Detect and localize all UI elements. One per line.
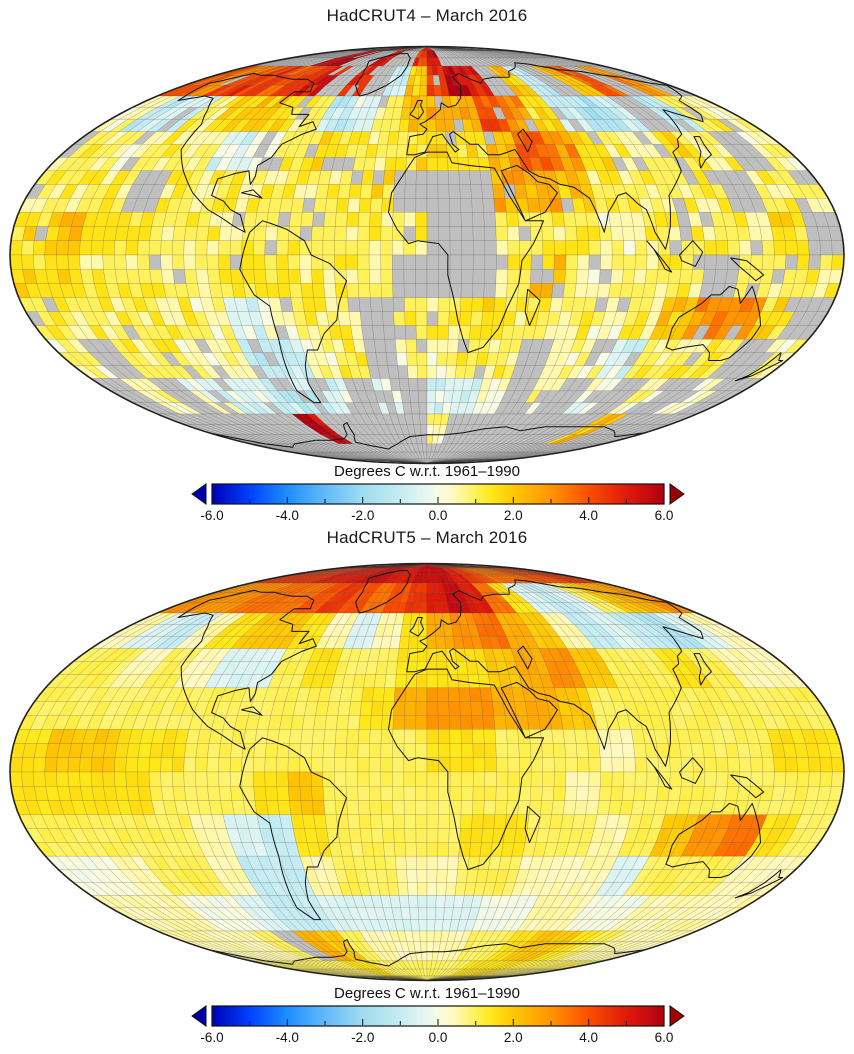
- coastline-madagascar: [524, 805, 541, 844]
- coastline-greenland: [355, 570, 411, 614]
- coastline-africa: [388, 668, 544, 871]
- coastline-cuba: [241, 706, 263, 716]
- coastline-sumatra: [646, 240, 673, 273]
- coastline-new_guinea: [730, 257, 765, 282]
- map-outline: [9, 562, 845, 982]
- coastline-caspian_sea: [517, 128, 533, 153]
- coastline-new_zealand: [734, 869, 784, 899]
- coastline-britain: [409, 617, 425, 637]
- map-hadcrut5: [9, 562, 845, 982]
- map-outline: [9, 45, 845, 465]
- colorbar-1: -6.0 -4.0 -2.0 0.0 2.0 4.0 6.0: [191, 483, 685, 523]
- colorbar-tick-label: 0.0: [429, 1030, 448, 1045]
- coastline-north_america: [177, 589, 317, 750]
- colorbar-tick-label: 4.0: [579, 508, 598, 523]
- colorbar-tick-label: 2.0: [504, 508, 523, 523]
- coastline-north_america: [177, 72, 317, 233]
- cell-layer: [9, 46, 845, 464]
- coastline-sumatra: [646, 757, 673, 790]
- colorbar-arrow-left: [191, 483, 207, 505]
- colorbar-tick-label: -4.0: [276, 508, 299, 523]
- colorbar-tick-label: -2.0: [351, 508, 374, 523]
- colorbar-tick-label: 0.0: [429, 508, 448, 523]
- coastline-antarctica: [209, 422, 645, 450]
- coastline-japan: [693, 653, 712, 686]
- coastline-borneo: [679, 757, 704, 784]
- map-hadcrut4: [9, 45, 845, 465]
- colorbar-label-2: Degrees C w.r.t. 1961–1990: [334, 985, 520, 1002]
- colorbar-arrow-left: [191, 1005, 207, 1027]
- colorbar-2: -6.0 -4.0 -2.0 0.0 2.0 4.0 6.0: [191, 1005, 685, 1045]
- coastline-south_america: [239, 737, 347, 921]
- colorbar-tick-label: 2.0: [504, 1030, 523, 1045]
- coastline-layer: [177, 53, 784, 450]
- colorbar-tick-label: -6.0: [200, 1030, 223, 1045]
- coastline-south_america: [239, 220, 347, 404]
- coastline-japan: [693, 136, 712, 169]
- coastline-cuba: [241, 189, 263, 199]
- colorbar-tick-label: 6.0: [655, 508, 674, 523]
- coastline-antarctica: [209, 939, 645, 967]
- colorbar-tick-label: 4.0: [579, 1030, 598, 1045]
- coastline-australia: [665, 285, 761, 361]
- coastline-new_zealand: [734, 352, 784, 382]
- colorbar-arrow-right: [669, 1005, 685, 1027]
- coastline-arabia: [500, 681, 558, 739]
- colorbar-tick-label: 6.0: [655, 1030, 674, 1045]
- coastline-britain: [409, 100, 425, 120]
- colorbar-tick-label: -2.0: [351, 1030, 374, 1045]
- coastline-africa: [388, 151, 544, 354]
- coastline-europe_asia: [406, 62, 704, 250]
- map-title-hadcrut4: HadCRUT4 – March 2016: [326, 6, 528, 25]
- colorbar-tick-label: -4.0: [276, 1030, 299, 1045]
- colorbar-arrow-right: [669, 483, 685, 505]
- coastline-new_guinea: [730, 774, 765, 799]
- coastline-layer: [177, 570, 784, 967]
- coastline-caspian_sea: [517, 645, 533, 670]
- coastline-australia: [665, 802, 761, 878]
- coastline-europe_asia: [406, 579, 704, 767]
- map-title-hadcrut5: HadCRUT5 – March 2016: [326, 528, 528, 547]
- coastline-greenland: [355, 53, 411, 97]
- coastline-madagascar: [524, 288, 541, 327]
- coastline-arabia: [500, 164, 558, 222]
- colorbar-tick-label: -6.0: [200, 508, 223, 523]
- colorbar-label-1: Degrees C w.r.t. 1961–1990: [334, 463, 520, 480]
- cell-layer: [9, 563, 845, 981]
- coastline-borneo: [679, 240, 704, 267]
